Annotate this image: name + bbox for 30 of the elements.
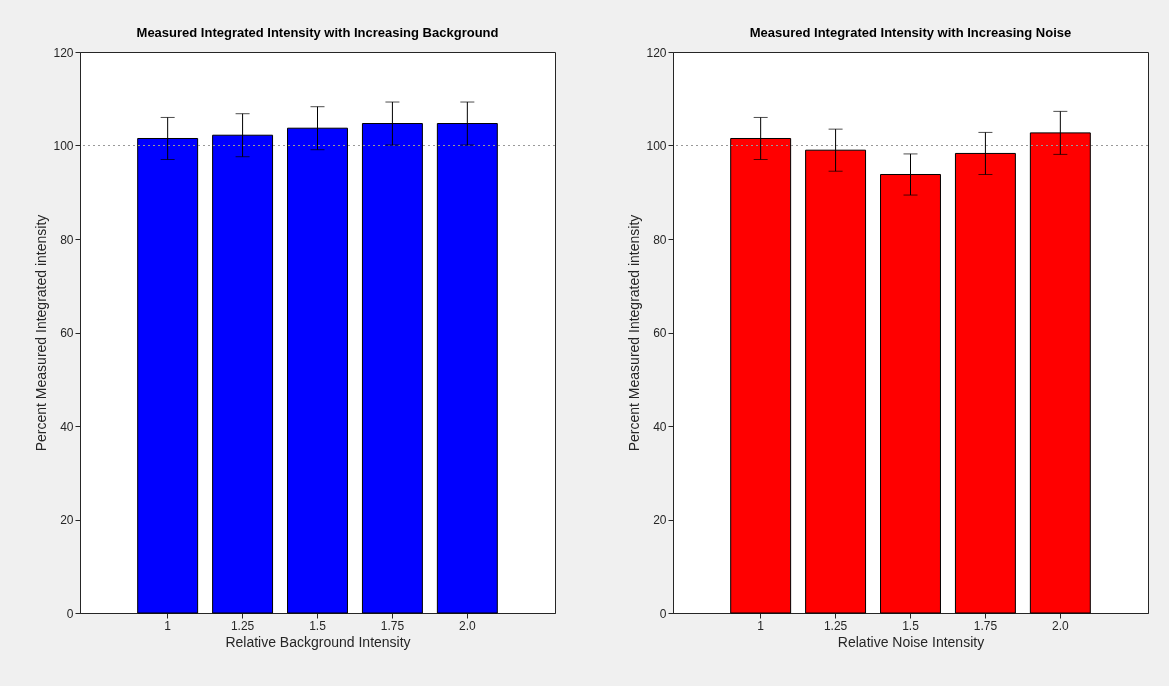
y-tick-label: 100 [53, 139, 74, 153]
y-tick-label: 60 [653, 326, 667, 340]
y-tick-label: 40 [653, 419, 667, 434]
x-tick-label: 1.5 [309, 618, 327, 633]
x-tick-label: 1.25 [823, 618, 848, 633]
x-tick-label: 1.75 [973, 618, 998, 633]
y-tick-label: 0 [659, 606, 667, 621]
y-tick-label: 20 [653, 513, 667, 527]
x-tick-label: 2.0 [459, 618, 477, 633]
chart-title: Measured Integrated Intensity with Increasing Noise [749, 25, 1072, 40]
y-tick-label: 0 [66, 606, 74, 621]
x-tick-label: 1 [757, 618, 765, 633]
x-tick-label: 1.25 [230, 618, 255, 633]
y-tick-label: 40 [60, 419, 74, 434]
y-tick-label: 20 [60, 513, 74, 527]
y-tick-label: 100 [646, 139, 667, 153]
y-tick-label: 120 [646, 45, 667, 60]
x-tick-label: 1.5 [902, 618, 920, 633]
x-axis-title: Relative Background Intensity [225, 633, 411, 650]
chart-title: Measured Integrated Intensity with Increasing Background [136, 25, 499, 40]
x-tick-label: 2.0 [1052, 618, 1070, 633]
y-tick-label: 60 [60, 326, 74, 340]
y-tick-label: 80 [60, 232, 74, 247]
x-tick-label: 1.75 [380, 618, 405, 633]
y-tick-label: 80 [653, 232, 667, 247]
x-axis-title: Relative Noise Intensity [837, 633, 985, 650]
y-axis-title: Percent Measured Integrated intensity [626, 214, 643, 452]
x-tick-label: 1 [164, 618, 172, 633]
y-axis-title: Percent Measured Integrated intensity [33, 214, 50, 452]
y-tick-label: 120 [53, 45, 74, 60]
